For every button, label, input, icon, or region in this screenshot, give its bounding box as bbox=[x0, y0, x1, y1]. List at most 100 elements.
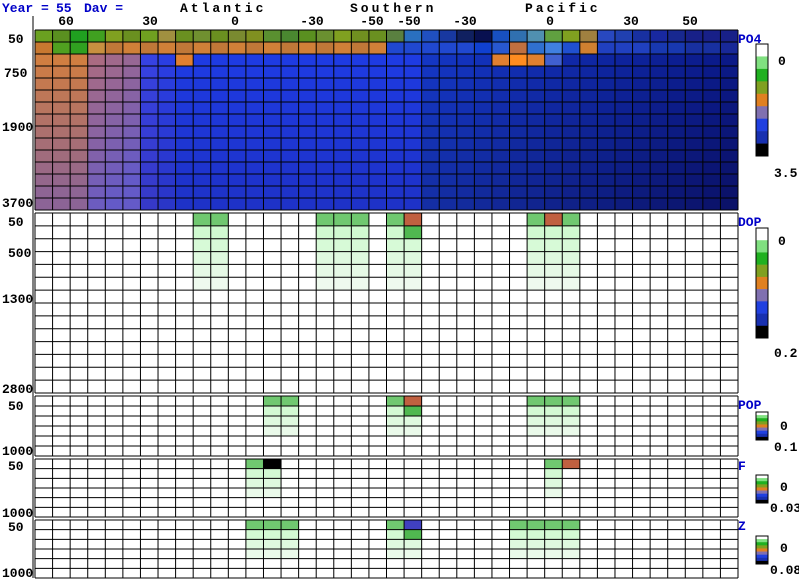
depth-tick: 2800 bbox=[2, 382, 34, 397]
heatmap-cell bbox=[298, 66, 317, 79]
heatmap-cell bbox=[70, 549, 89, 560]
heatmap-cell bbox=[527, 42, 546, 55]
heatmap-cell bbox=[298, 126, 317, 139]
heatmap-cell bbox=[210, 315, 229, 330]
heatmap-cell bbox=[351, 162, 370, 175]
heatmap-cell bbox=[632, 446, 651, 457]
heatmap-cell bbox=[52, 30, 71, 43]
heatmap-cell bbox=[175, 315, 194, 330]
heatmap-cell bbox=[245, 238, 264, 252]
heatmap-cell bbox=[87, 174, 106, 187]
heatmap-cell bbox=[632, 354, 651, 368]
heatmap-cell bbox=[70, 251, 89, 265]
heatmap-cell bbox=[263, 539, 282, 550]
heatmap-cell bbox=[474, 174, 493, 187]
heatmap-cell bbox=[35, 102, 53, 115]
heatmap-cell bbox=[579, 54, 598, 67]
heatmap-cell bbox=[527, 459, 546, 470]
heatmap-cell bbox=[175, 162, 194, 175]
heatmap-cell bbox=[491, 380, 510, 394]
heatmap-cell bbox=[702, 251, 721, 265]
heatmap-cell bbox=[368, 558, 387, 569]
heatmap-cell bbox=[614, 341, 633, 355]
heatmap-cell bbox=[87, 186, 106, 199]
heatmap-cell bbox=[158, 66, 176, 79]
heatmap-cell bbox=[158, 488, 176, 499]
heatmap-cell bbox=[245, 459, 264, 470]
heatmap-cell bbox=[105, 186, 124, 199]
heatmap-cell bbox=[175, 436, 194, 447]
heatmap-cell bbox=[579, 186, 598, 199]
depth-tick: 3700 bbox=[2, 196, 34, 211]
heatmap-cell bbox=[439, 150, 458, 163]
heatmap-cell bbox=[597, 396, 616, 407]
heatmap-cell bbox=[527, 367, 546, 381]
heatmap-cell bbox=[281, 468, 300, 479]
heatmap-cell bbox=[685, 90, 704, 103]
heatmap-cell bbox=[579, 90, 598, 103]
heatmap-cell bbox=[351, 446, 370, 457]
heatmap-cell bbox=[175, 30, 194, 43]
heatmap-cell bbox=[720, 416, 739, 427]
heatmap-cell bbox=[263, 459, 282, 470]
heatmap-cell bbox=[158, 436, 176, 447]
heatmap-cell bbox=[632, 198, 651, 211]
heatmap-cell bbox=[245, 126, 264, 139]
heatmap-cell bbox=[351, 568, 370, 579]
heatmap-cell bbox=[158, 114, 176, 127]
heatmap-cell bbox=[491, 367, 510, 381]
heatmap-cell bbox=[193, 459, 212, 470]
heatmap-cell bbox=[474, 406, 493, 417]
heatmap-cell bbox=[491, 238, 510, 252]
heatmap-cell bbox=[140, 198, 159, 211]
heatmap-cell bbox=[87, 90, 106, 103]
heatmap-cell bbox=[720, 251, 739, 265]
heatmap-cell bbox=[404, 277, 423, 291]
heatmap-cell bbox=[404, 30, 423, 43]
heatmap-cell bbox=[386, 114, 405, 127]
heatmap-cell bbox=[579, 114, 598, 127]
heatmap-cell bbox=[667, 446, 686, 457]
heatmap-cell bbox=[333, 138, 352, 151]
heatmap-cell bbox=[702, 520, 721, 531]
heatmap-cell bbox=[105, 380, 124, 394]
heatmap-cell bbox=[562, 238, 581, 252]
heatmap-cell bbox=[70, 238, 89, 252]
heatmap-cell bbox=[281, 380, 300, 394]
heatmap-cell bbox=[579, 488, 598, 499]
heatmap-cell bbox=[685, 138, 704, 151]
heatmap-cell bbox=[298, 468, 317, 479]
heatmap-cell bbox=[491, 497, 510, 508]
heatmap-cell bbox=[245, 30, 264, 43]
heatmap-cell bbox=[544, 225, 563, 240]
heatmap-cell bbox=[193, 568, 212, 579]
heatmap-cell bbox=[474, 520, 493, 531]
heatmap-cell bbox=[35, 497, 53, 508]
heatmap-cell bbox=[720, 303, 739, 317]
heatmap-cell bbox=[614, 396, 633, 407]
heatmap-cell bbox=[667, 225, 686, 240]
heatmap-cell bbox=[456, 213, 475, 227]
heatmap-cell bbox=[298, 150, 317, 163]
heatmap-cell bbox=[122, 328, 141, 342]
heatmap-cell bbox=[368, 290, 387, 304]
heatmap-cell bbox=[439, 529, 458, 540]
heatmap-cell bbox=[368, 416, 387, 427]
heatmap-cell bbox=[509, 539, 528, 550]
heatmap-cell bbox=[70, 507, 89, 518]
heatmap-cell bbox=[579, 225, 598, 240]
heatmap-cell bbox=[667, 114, 686, 127]
heatmap-cell bbox=[158, 549, 176, 560]
heatmap-cell bbox=[667, 66, 686, 79]
heatmap-cell bbox=[70, 30, 89, 43]
heatmap-cell bbox=[404, 186, 423, 199]
scale-min: 0 bbox=[780, 541, 788, 556]
color-scale-swatch bbox=[756, 557, 768, 562]
heatmap-cell bbox=[421, 264, 440, 278]
heatmap-cell bbox=[650, 520, 669, 531]
heatmap-cell bbox=[351, 380, 370, 394]
heatmap-cell bbox=[281, 264, 300, 278]
heatmap-cell bbox=[35, 162, 53, 175]
heatmap-cell bbox=[720, 539, 739, 550]
heatmap-cell bbox=[491, 225, 510, 240]
